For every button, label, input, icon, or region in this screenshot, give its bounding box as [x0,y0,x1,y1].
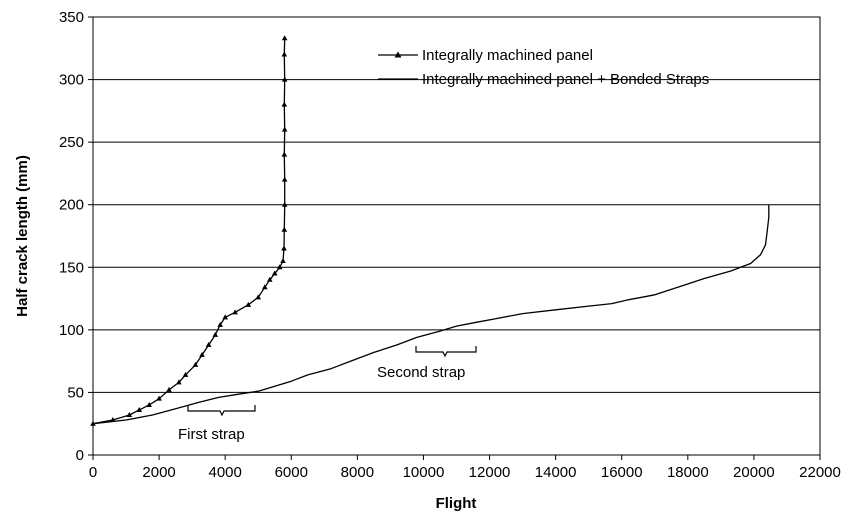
x-tick-label: 12000 [469,464,511,481]
x-tick-label: 14000 [535,464,577,481]
data-point [217,321,224,327]
data-point [232,309,238,315]
second-strap-annotation: Second strap [377,346,477,381]
y-tick-label: 300 [59,72,84,89]
data-point [281,245,287,251]
y-tick-label: 350 [59,9,84,26]
data-point [255,294,262,300]
y-tick-label: 50 [67,384,84,401]
y-tick-label: 0 [76,447,84,464]
legend-label-bonded: Integrally machined panel + Bonded Strap… [422,71,709,88]
series-line-2 [92,204,770,425]
data-point [205,341,212,347]
first-strap-brace [187,405,256,417]
series-line-1 [92,38,286,425]
data-point [156,395,162,401]
y-tick-label: 100 [59,322,84,339]
legend-marker-integral [394,51,402,58]
x-axis-title: Flight [436,495,477,512]
x-axis-ticks: 0 2000 4000 6000 8000 10000 12000 14000 16000 180… [89,455,841,481]
data-point [281,101,288,107]
data-point [281,126,288,132]
data-point [136,406,143,412]
data-point [199,351,205,357]
plot-area-frame [92,16,821,456]
data-point [262,284,268,290]
x-tick-label: 10000 [403,464,445,481]
data-point [192,361,199,367]
data-point [222,314,228,320]
legend-label-integral: Integrally machined panel [422,47,593,64]
x-tick-label: 6000 [275,464,308,481]
data-point [281,51,288,57]
data-point [176,379,182,385]
y-tick-label: 200 [59,197,84,214]
x-tick-label: 16000 [601,464,643,481]
x-tick-label: 0 [89,464,97,481]
y-axis-ticks: 0 50 100 150 200 250 300 350 [59,9,93,464]
data-point [281,151,288,157]
y-tick-label: 250 [59,134,84,151]
series-layer [90,35,770,426]
gridlines [93,79,820,393]
x-tick-label: 22000 [799,464,841,481]
first-strap-label: First strap [178,426,245,443]
data-point [271,270,278,276]
y-tick-label: 150 [59,259,84,276]
data-point [280,258,286,264]
data-point [126,411,133,417]
data-point [281,226,288,232]
y-axis-title: Half crack length (mm) [14,155,31,317]
data-point [182,371,189,377]
x-tick-label: 2000 [142,464,175,481]
x-tick-label: 20000 [733,464,775,481]
first-strap-annotation: First strap [178,405,256,443]
data-point [146,401,152,407]
data-point [245,301,252,307]
x-tick-label: 8000 [341,464,374,481]
data-point [266,276,273,282]
data-point [166,386,172,392]
data-point [276,264,283,270]
data-point [281,76,288,82]
x-tick-label: 4000 [208,464,241,481]
x-tick-label: 18000 [667,464,709,481]
data-point [281,35,288,41]
data-point [281,201,288,207]
data-point [212,331,219,337]
legend: Integrally machined panel Integrally mac… [378,47,709,88]
second-strap-brace [415,346,477,358]
second-strap-label: Second strap [377,364,465,381]
data-point [281,176,288,182]
